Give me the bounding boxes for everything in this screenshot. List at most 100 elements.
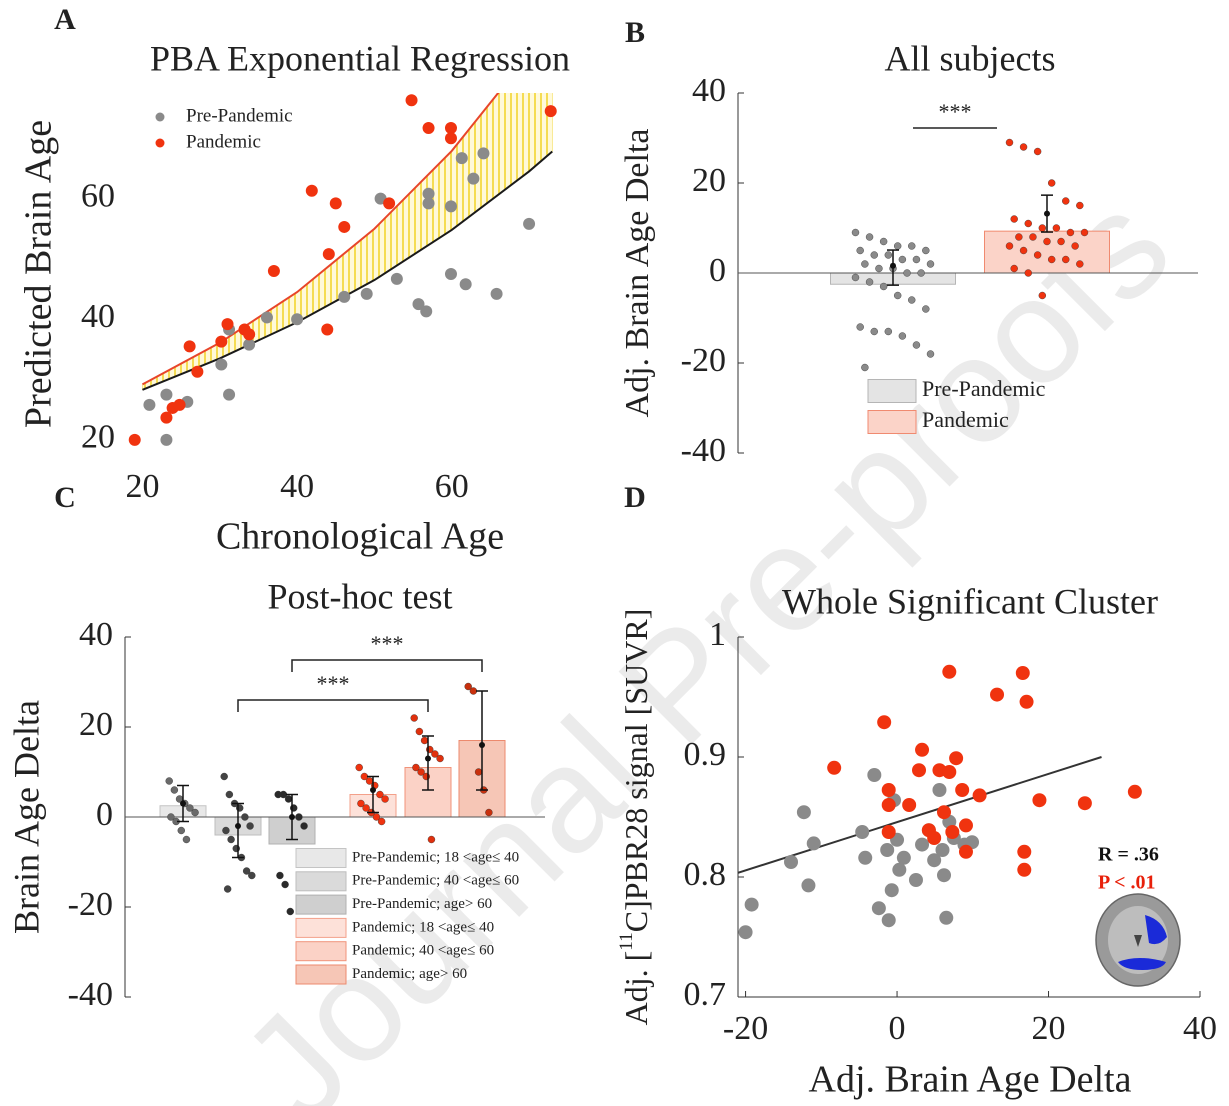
y-tick-label: -20 <box>68 886 113 923</box>
legend-swatch <box>295 941 347 962</box>
data-point <box>879 282 888 291</box>
data-point <box>160 411 173 424</box>
data-point <box>1010 264 1018 273</box>
data-point <box>881 783 896 797</box>
legend-label: Pre-Pandemic; 40 <age≤ 60 <box>352 873 519 889</box>
data-point <box>1062 197 1070 205</box>
data-point <box>191 365 204 378</box>
data-point <box>1029 233 1037 241</box>
data-point <box>990 687 1005 702</box>
data-point <box>1015 666 1030 680</box>
data-point <box>893 242 902 250</box>
data-point <box>360 287 373 300</box>
data-point <box>875 264 883 273</box>
data-point <box>945 825 960 839</box>
data-point <box>915 837 930 852</box>
data-point <box>881 798 896 812</box>
data-point <box>870 327 878 336</box>
data-point <box>856 323 864 331</box>
data-point <box>422 121 435 134</box>
data-point <box>865 233 874 241</box>
data-point <box>1019 143 1028 151</box>
y-tick-label: 0.8 <box>684 856 727 893</box>
data-point <box>241 813 249 821</box>
data-point <box>246 822 254 830</box>
data-point <box>477 147 490 160</box>
x-tick-label: 0 <box>889 1010 906 1047</box>
data-point <box>879 237 888 246</box>
data-point <box>431 750 439 758</box>
data-point <box>870 251 878 259</box>
data-point <box>165 777 173 785</box>
data-point <box>927 853 942 868</box>
data-point <box>420 305 433 318</box>
data-point <box>177 826 185 835</box>
significance-label: *** <box>939 99 972 124</box>
error-center <box>425 755 431 762</box>
data-point <box>955 783 970 797</box>
data-point <box>160 388 173 401</box>
x-tick-label: 20 <box>125 468 159 505</box>
data-point <box>1076 201 1084 210</box>
data-point <box>383 197 396 210</box>
y-tick-label: 60 <box>81 177 115 214</box>
data-point <box>1024 219 1032 228</box>
data-point <box>338 220 351 233</box>
data-point <box>896 850 911 865</box>
data-point <box>444 200 457 213</box>
y-axis-label-sup: 11 <box>616 932 637 950</box>
data-point <box>405 94 418 107</box>
data-point <box>300 822 308 830</box>
data-point <box>362 804 370 812</box>
significance-bracket <box>291 659 483 672</box>
legend-label: Pandemic <box>922 407 1009 432</box>
legend-label: Pre-Pandemic <box>186 105 293 126</box>
data-point <box>1076 260 1084 268</box>
data-point <box>926 350 935 358</box>
legend-swatch <box>295 871 347 892</box>
chart-title: PBA Exponential Regression <box>150 38 570 78</box>
data-point <box>827 760 842 775</box>
data-point <box>1015 233 1023 241</box>
data-point <box>922 305 930 313</box>
chart-title: Whole Significant Cluster <box>782 581 1158 621</box>
y-tick-label: 0.7 <box>684 976 727 1013</box>
data-point <box>855 825 870 839</box>
bar <box>984 230 1110 274</box>
y-tick-label: 1 <box>709 616 726 653</box>
data-point <box>427 835 436 844</box>
legend-swatch <box>295 917 347 938</box>
data-point <box>223 388 236 401</box>
legend-label: Pre-Pandemic <box>922 376 1046 401</box>
data-point <box>796 805 811 820</box>
data-point <box>1024 269 1032 277</box>
data-point <box>222 826 230 835</box>
data-point <box>1047 255 1056 264</box>
data-point <box>926 260 935 268</box>
error-center <box>289 814 295 820</box>
y-tick-label: -20 <box>681 342 726 379</box>
data-point <box>877 715 892 730</box>
data-point <box>215 358 228 371</box>
error-bar <box>286 793 298 841</box>
error-bar <box>887 249 899 286</box>
data-point <box>390 272 403 285</box>
error-center <box>890 262 896 269</box>
data-point <box>182 835 191 844</box>
significance-label: *** <box>317 671 350 696</box>
panel-label: C <box>54 481 76 514</box>
legend-swatch <box>867 410 917 434</box>
data-point <box>1033 147 1042 156</box>
data-point <box>972 788 987 803</box>
data-point <box>937 868 952 883</box>
data-point <box>215 335 228 348</box>
y-tick-label: 0.9 <box>684 736 727 773</box>
data-point <box>865 278 874 286</box>
data-point <box>898 332 907 340</box>
data-point <box>243 338 256 351</box>
brain-inset <box>1095 893 1181 987</box>
y-axis-label: Adj. [11C]PBR28 signal [SUVR] <box>616 609 654 1026</box>
y-axis-label-part: Adj. [ <box>618 951 654 1026</box>
y-tick-label: 0 <box>709 252 726 289</box>
y-tick-label: 20 <box>692 162 726 199</box>
